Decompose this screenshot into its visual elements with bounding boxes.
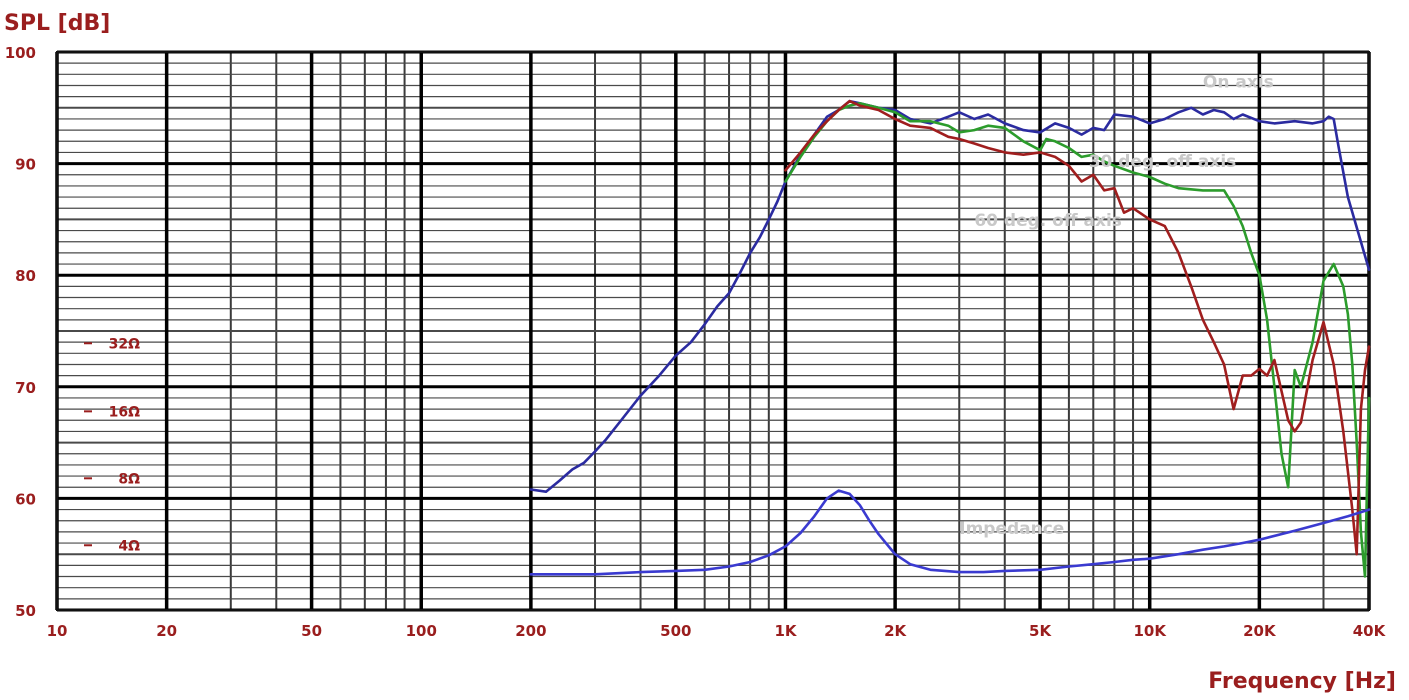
impedance-tick-label: 4Ω [118, 538, 140, 554]
x-tick-label: 1K [774, 622, 797, 640]
curve-label-on-axis: On axis [1203, 73, 1274, 93]
y-tick-label: 80 [15, 267, 36, 285]
tick-labels: 10 20 50 100 200 500 1K 2K 5K 10K 20K 40K 50 60 70 80 90… [5, 44, 1387, 640]
x-tick-label: 40K [1353, 622, 1387, 640]
y-tick-label: 50 [15, 602, 36, 620]
x-tick-label: 5K [1029, 622, 1052, 640]
curve-labels: On axis 30 deg. off axis 60 deg. off axis I… [959, 73, 1274, 539]
y-tick-label: 90 [15, 156, 36, 174]
x-tick-label: 50 [301, 622, 322, 640]
impedance-tick-label: 32Ω [109, 336, 140, 352]
curve-label-impedance: Impedance [959, 519, 1064, 539]
curve-label-60-deg-off-axis: 60 deg. off axis [974, 211, 1122, 231]
plot-frame [56, 51, 1370, 611]
curves [529, 99, 1371, 578]
x-tick-label: 10 [47, 622, 68, 640]
x-tick-label: 2K [884, 622, 907, 640]
series-line-impedance [529, 489, 1371, 576]
x-tick-label: 500 [660, 622, 691, 640]
y-tick-label: 60 [15, 490, 36, 508]
curve-label-30-deg-off-axis: 30 deg. off axis [1089, 152, 1237, 172]
series-line-30-deg-off-axis [784, 102, 1371, 578]
x-tick-label: 20K [1243, 622, 1277, 640]
x-tick-label: 100 [406, 622, 437, 640]
x-tick-label: 10K [1133, 622, 1167, 640]
series-line-60-deg-off-axis [784, 99, 1371, 556]
y-axis-title: SPL [dB] [4, 11, 110, 36]
impedance-tick-label: 8Ω [118, 471, 140, 487]
x-axis-title: Frequency [Hz] [1208, 669, 1396, 694]
x-tick-label: 20 [156, 622, 177, 640]
x-tick-label: 200 [515, 622, 546, 640]
y-tick-label: 100 [5, 44, 36, 62]
series-line-on-axis [529, 99, 1371, 494]
impedance-tick-label: 16Ω [109, 404, 140, 420]
y-tick-label: 70 [15, 379, 36, 397]
